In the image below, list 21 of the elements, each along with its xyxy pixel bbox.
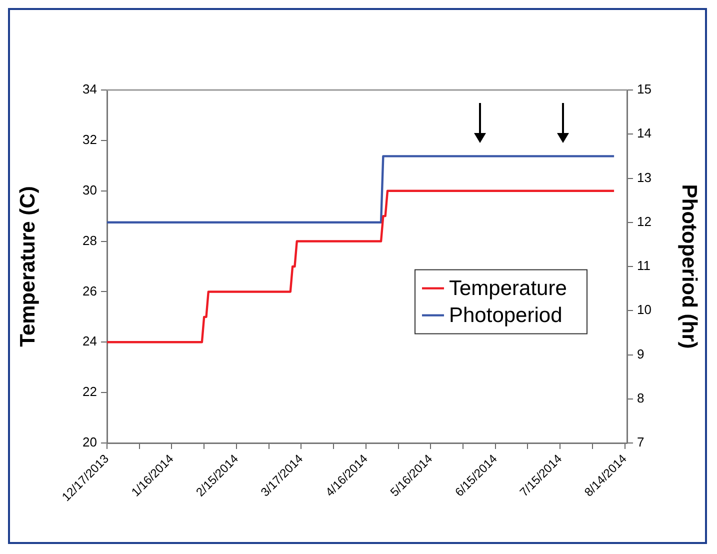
legend-label: Temperature — [449, 277, 567, 300]
y2-tick-label: 14 — [637, 126, 652, 141]
y2-tick-label: 9 — [637, 346, 644, 362]
legend-label: Photoperiod — [449, 304, 562, 328]
y-tick-label: 20 — [82, 434, 97, 450]
y-tick-label: 28 — [82, 232, 97, 248]
y-tick-label: 32 — [82, 132, 97, 148]
y-tick-label: 24 — [82, 334, 97, 349]
y2-tick-label: 8 — [637, 390, 644, 406]
y2-tick-label: 15 — [637, 82, 652, 97]
y2-tick-label: 11 — [637, 258, 650, 274]
y2-tick-label: 10 — [637, 302, 652, 318]
y-tick-label: 34 — [82, 82, 97, 97]
y-tick-label: 26 — [82, 283, 97, 298]
y2-tick-label: 7 — [637, 434, 644, 450]
y-axis-title: Temperature (C) — [16, 186, 40, 347]
y2-tick-label: 12 — [637, 214, 652, 229]
y2-axis-title: Photoperiod (hr) — [678, 184, 701, 349]
y-tick-label: 22 — [82, 384, 97, 400]
y-tick-label: 30 — [82, 182, 97, 198]
y2-tick-label: 13 — [637, 170, 652, 185]
